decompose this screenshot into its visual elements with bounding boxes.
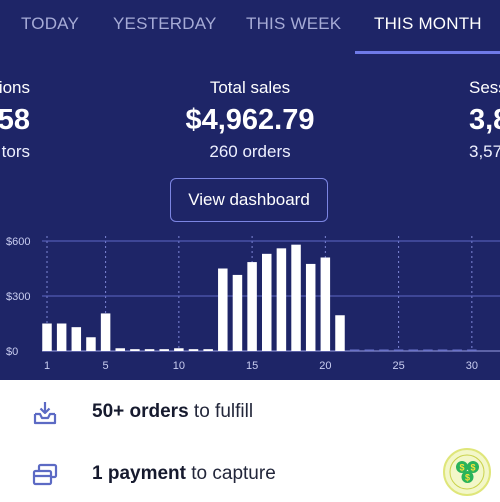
chart-bar: [408, 349, 418, 351]
analytics-panel: TODAY YESTERDAY THIS WEEK THIS MONTH ion…: [0, 0, 500, 380]
stat-label: ions: [0, 78, 30, 97]
x-tick-label: 20: [319, 360, 331, 372]
chart-bar: [174, 348, 184, 351]
chart-bar: [159, 349, 169, 351]
chart-bar: [130, 349, 140, 351]
svg-text:$: $: [459, 463, 464, 473]
x-tick-label: 15: [246, 360, 258, 372]
stat-value: 3,8: [469, 104, 500, 136]
chart-bar: [232, 274, 243, 351]
chart-bar: [379, 349, 389, 351]
chart-bar: [218, 268, 228, 351]
chart-bar: [56, 323, 67, 351]
chart-bar: [291, 244, 301, 351]
chart-bar: [262, 253, 272, 351]
stat-sub: 260 orders: [209, 142, 291, 161]
chart-bar: [393, 349, 404, 351]
stat-sub: tors: [1, 142, 30, 161]
y-tick-label: $300: [6, 291, 30, 303]
watermark-badge-icon: $ $ $: [443, 448, 491, 496]
chart-bar: [349, 349, 360, 351]
task-text: 1 payment to capture: [92, 463, 276, 484]
payment-cards-icon: [32, 463, 58, 486]
chart-bar: [335, 315, 345, 351]
inbox-download-icon: [33, 402, 57, 425]
stat-sessions-partial[interactable]: ions 58 tors: [0, 78, 30, 162]
chart-bar: [42, 323, 52, 351]
task-row-fulfill[interactable]: 50+ orders to fulfill: [0, 382, 500, 440]
chart-bar: [71, 327, 82, 351]
task-text: 50+ orders to fulfill: [92, 401, 254, 422]
stat-sub: 3,57: [469, 142, 500, 161]
chart-bar: [203, 349, 213, 351]
chart-bar: [364, 349, 375, 351]
x-tick-label: 25: [392, 360, 404, 372]
chart-bar: [437, 349, 448, 351]
stat-value: 58: [0, 104, 30, 136]
stat-label: Total sales: [209, 78, 291, 97]
stat-total-sales[interactable]: Total sales $4,962.79 260 orders: [150, 78, 350, 162]
svg-text:$: $: [470, 463, 475, 473]
active-tab-indicator: [355, 51, 500, 54]
task-row-capture[interactable]: 1 payment to capture: [0, 444, 500, 502]
chart-bar: [144, 349, 155, 351]
y-tick-label: $600: [6, 236, 30, 248]
x-tick-label: 5: [103, 360, 109, 372]
tab-today[interactable]: TODAY: [21, 14, 79, 33]
stat-label: Sess: [469, 78, 500, 97]
chart-bar: [452, 349, 462, 351]
chart-bar: [320, 257, 331, 351]
chart-bar: [276, 248, 287, 351]
stat-sessions[interactable]: Sess 3,8 3,57: [469, 78, 500, 162]
chart-bar: [305, 263, 316, 351]
stat-value: $4,962.79: [185, 104, 315, 136]
chart-bar: [115, 348, 125, 351]
y-tick-label: $0: [6, 346, 18, 358]
task-list: 50+ orders to fulfill 1 payment to captu…: [0, 380, 500, 500]
x-tick-label: 10: [173, 360, 185, 372]
x-tick-label: 30: [466, 360, 478, 372]
chart-bar: [188, 349, 199, 351]
date-range-tabs: TODAY YESTERDAY THIS WEEK THIS MONTH: [0, 0, 500, 54]
chart-bar: [86, 337, 96, 351]
chart-bar: [423, 349, 433, 351]
chart-bar: [467, 349, 477, 351]
tab-this-month[interactable]: THIS MONTH: [374, 14, 482, 33]
chart-bar: [100, 313, 111, 351]
tab-this-week[interactable]: THIS WEEK: [246, 14, 342, 33]
tab-yesterday[interactable]: YESTERDAY: [113, 14, 217, 33]
svg-text:$: $: [465, 473, 470, 483]
view-dashboard-button[interactable]: View dashboard: [170, 178, 328, 222]
chart-bar: [247, 262, 257, 351]
x-tick-label: 1: [44, 360, 50, 372]
